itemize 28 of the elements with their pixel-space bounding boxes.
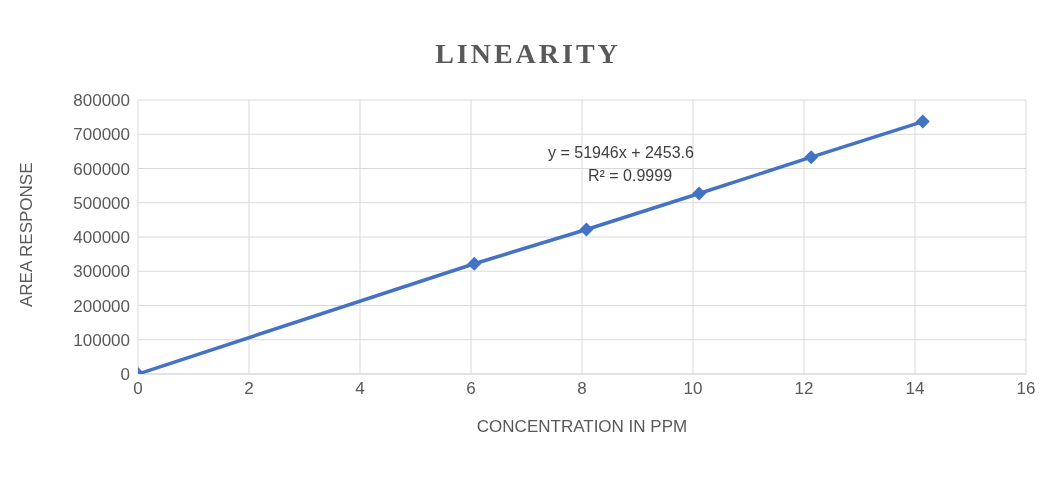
annotation: y = 51946x + 2453.6 bbox=[548, 144, 695, 162]
x-tick-label: 2 bbox=[244, 379, 254, 399]
y-tick-label: 0 bbox=[120, 365, 130, 385]
point bbox=[692, 186, 707, 201]
point bbox=[467, 256, 482, 271]
x-tick-label: 14 bbox=[905, 379, 925, 399]
chart-title: LINEARITY bbox=[434, 38, 622, 70]
y-tick-label: 100000 bbox=[73, 330, 130, 350]
y-tick-label: 600000 bbox=[73, 159, 130, 179]
annotation: R² = 0.9999 bbox=[588, 167, 674, 185]
y-tick-label: 300000 bbox=[73, 262, 130, 282]
point bbox=[579, 222, 594, 237]
y-tick-label: 200000 bbox=[73, 296, 130, 316]
x-tick-label: 10 bbox=[683, 379, 703, 399]
y-tick-label: 800000 bbox=[73, 91, 130, 111]
point bbox=[804, 150, 819, 165]
y-tick-label: 500000 bbox=[73, 193, 130, 213]
x-tick-label: 8 bbox=[577, 379, 587, 399]
point bbox=[915, 114, 930, 129]
x-tick-label: 6 bbox=[466, 379, 476, 399]
y-tick-label: 700000 bbox=[73, 125, 130, 145]
x-tick-label: 12 bbox=[794, 379, 814, 399]
y-tick-label: 400000 bbox=[73, 228, 130, 248]
y-axis-title: AREA RESPONSE bbox=[17, 162, 37, 307]
x-tick-label: 0 bbox=[133, 379, 143, 399]
x-tick-label: 4 bbox=[355, 379, 365, 399]
x-tick-label: 16 bbox=[1016, 379, 1036, 399]
x-axis-title: CONCENTRATION IN PPM bbox=[476, 417, 688, 436]
